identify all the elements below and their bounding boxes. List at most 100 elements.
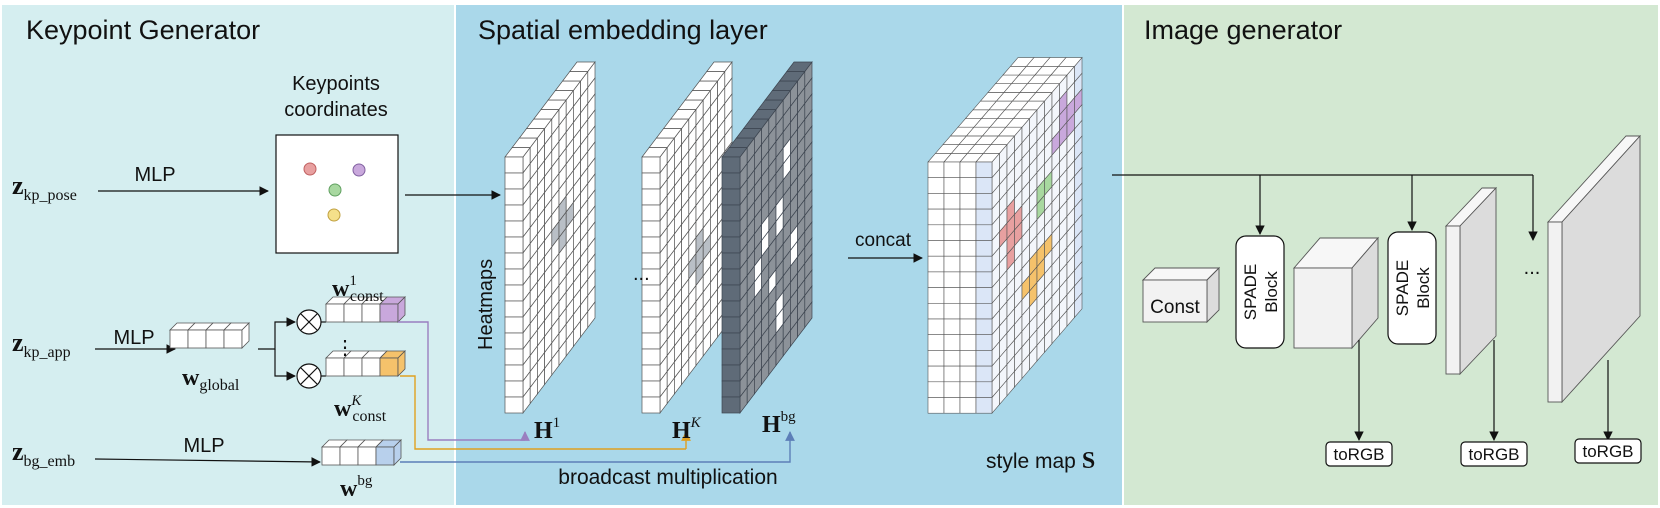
heatmap-front-cell [641, 396, 661, 414]
spade-block-1-label-2: Block [1262, 271, 1281, 313]
vector-cell [205, 329, 225, 349]
heatmap-front-cell [721, 284, 741, 302]
w-bg-label: wbg [340, 473, 373, 502]
heatmap-front-cell [721, 236, 741, 254]
feature-block-3 [1546, 134, 1642, 404]
style-map-front-cell [943, 334, 961, 351]
style-map-front-cell [927, 287, 945, 304]
heatmap-front-cell [641, 172, 661, 190]
style-map-front-cell [975, 318, 993, 335]
vector-cell [361, 357, 381, 377]
style-map-front-cell [927, 302, 945, 320]
style-map-front-cell [975, 271, 993, 288]
keypoints-coords-label-1: Keypoints [292, 73, 380, 95]
heatmap-front-cell [504, 188, 524, 206]
heatmap-front-cell [641, 220, 661, 238]
spade-block-2-label-1: SPADE [1393, 260, 1412, 316]
branch-up-arrow [258, 317, 296, 350]
style-map-front-cell [927, 240, 945, 257]
box-front [1293, 267, 1353, 349]
style-map-front-cell [975, 255, 993, 273]
heatmap-front-cell [721, 380, 741, 398]
heatmap-front-cell [721, 172, 741, 190]
style-map-front-cell [943, 318, 961, 335]
vector-side [241, 322, 250, 349]
heatmap-cell [804, 300, 813, 329]
feature-block-1 [1293, 236, 1379, 350]
heatmap-front-cell [641, 380, 661, 398]
vector-side [397, 296, 406, 323]
style-map-front-cell [943, 224, 961, 241]
w-bg-vector [321, 439, 402, 466]
mlp-label-pose: MLP [134, 164, 175, 186]
z-kp-app-label: zkp_app [12, 328, 71, 361]
branch-down-arrow [274, 349, 296, 381]
vector-cell [357, 446, 377, 466]
torgb-box-2 [1460, 441, 1528, 467]
heatmap-front-cell [721, 188, 741, 206]
const-label: Const [1150, 297, 1200, 318]
keypoint-red [303, 162, 317, 176]
style-map-front-cell [959, 208, 977, 226]
heatmap-front-cell [641, 348, 661, 366]
w-global-label: wglobal [182, 365, 240, 394]
spade-block-2-label-2: Block [1414, 267, 1433, 309]
style-map-front-cell [927, 161, 945, 178]
style-map-front-cell [943, 240, 961, 257]
style-map-front-cell [927, 177, 945, 194]
vector-cell [343, 303, 363, 323]
vector-cell [321, 446, 341, 466]
keypoint-purple [352, 163, 366, 177]
heatmap-front-cell [504, 268, 524, 286]
heatmap-front-cell [504, 236, 524, 254]
broadcast-label: broadcast multiplication [558, 466, 777, 489]
h1-label: H1 [534, 415, 560, 444]
heatmap-front-cell [504, 316, 524, 334]
vector-cell [375, 446, 395, 466]
box-front [1445, 225, 1461, 375]
spade-block-1 [1235, 235, 1285, 349]
heatmap-front-cell [504, 172, 524, 190]
style-map-front-cell [943, 255, 961, 273]
heatmap-front-cell [504, 220, 524, 238]
hbg-label: Hbg [762, 409, 796, 438]
concat-label: concat [855, 230, 912, 251]
heatmap-front-cell [721, 364, 741, 382]
heatmap-front-cell [721, 316, 741, 334]
heatmap-front-cell [721, 268, 741, 286]
heatmap-front-cell [721, 300, 741, 318]
style-map-cube [927, 56, 1083, 415]
keypoint-generator-panel: Keypoint Generator [2, 5, 454, 505]
box-top [1141, 267, 1221, 281]
vector-cell [223, 329, 243, 349]
w-const-1-vector [325, 296, 406, 323]
heatmap-front-cell [721, 156, 741, 174]
style-map-front-cell [943, 177, 961, 194]
heatmap-front-cell [504, 364, 524, 382]
heatmap-front-cell [641, 364, 661, 382]
image-gen-ellipsis: ... [1524, 257, 1541, 279]
w-const-k-vector [325, 350, 406, 377]
style-map-front-cell [943, 350, 961, 367]
style-map-front-cell [927, 208, 945, 226]
heatmaps-ellipsis: ... [633, 263, 650, 285]
style-map-front-cell [943, 381, 961, 398]
style-map-front-cell [943, 271, 961, 288]
w-const-k-label: wK const [334, 393, 387, 425]
style-map-front-cell [927, 271, 945, 288]
vector-cell [343, 357, 363, 377]
spade-block-2 [1387, 231, 1437, 345]
vector-cell [169, 329, 189, 349]
style-map-front-cell [959, 271, 977, 288]
heatmap-top-cell [786, 61, 813, 72]
feature-block-2 [1444, 186, 1498, 376]
style-map-front-cell [943, 365, 961, 383]
vector-cell [379, 303, 399, 323]
heatmap-front-cell [721, 220, 741, 238]
heatmap-front-cell [504, 284, 524, 302]
style-map-front-cell [927, 255, 945, 273]
style-map-front-cell [975, 381, 993, 398]
mlp-label-bg: MLP [183, 435, 224, 457]
style-map-front-cell [959, 287, 977, 304]
